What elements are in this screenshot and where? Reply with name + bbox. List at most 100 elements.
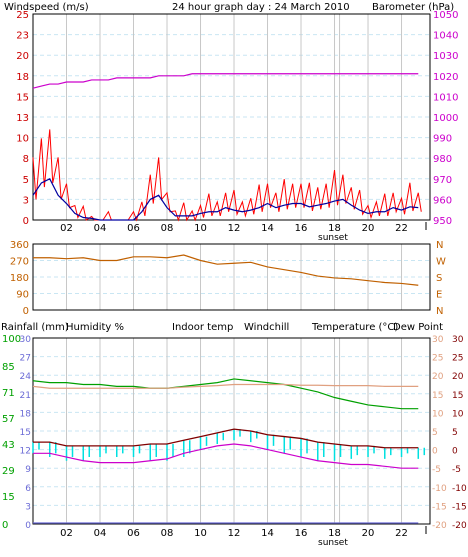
rainfall-tick: 30 [20,335,32,345]
temperature-humidity-panel: 1008571574329150302724211815129630302520… [2,334,467,539]
indoor-tick: 20 [432,372,444,382]
barometer-tick: 1020 [433,72,458,83]
humidity-tick: 15 [2,492,15,503]
rainfall-tick: 21 [20,391,31,401]
barometer-tick: 1040 [433,31,458,42]
barometer-tick: 960 [433,195,452,206]
panel-frame [32,13,431,221]
indoor-tick: 5 [432,428,438,438]
x-tick-label: 04 [94,528,107,539]
x-tick-label: 06 [127,223,140,234]
humidity-tick: 43 [2,440,15,451]
x-tick-label: 10 [194,223,207,234]
x-tick-label: 12 [228,528,241,539]
indoor-tick: 10 [432,409,444,419]
temperature-line [33,428,419,449]
barometer-tick: 990 [433,134,452,145]
windspeed-tick: 3 [23,195,29,206]
windspeed-tick: 15 [16,92,29,103]
indoor-tick: 30 [432,335,444,345]
direction-tick: 90 [16,290,29,301]
indoor-tick: -5 [432,465,441,475]
wind-barometer-panel: 0358101315182023259509609709809901000101… [16,10,458,234]
windspeed-line [32,178,419,221]
compass-tick: N [436,306,443,317]
x-tick-label: 08 [161,528,174,539]
indoor-temp-line [32,383,419,389]
windspeed-tick: 8 [23,154,29,165]
windchill-marks [32,429,426,461]
temperature-tick: 15 [452,391,463,401]
x-tick-label: 18 [328,528,341,539]
windspeed-tick: 20 [16,51,29,62]
x-tick-label: 12 [228,223,241,234]
temperature-tick: -20 [452,521,467,531]
windspeed-tick: 23 [16,31,29,42]
compass-tick: W [436,257,446,268]
indoor-tick: 15 [432,391,443,401]
indoor-tick: 0 [432,447,438,457]
barometer-tick: 1050 [433,10,458,21]
windspeed-tick: 13 [16,113,29,124]
humidity-tick: 29 [2,466,15,477]
x-tick-label: 08 [161,223,174,234]
windspeed-tick: 10 [16,134,29,145]
direction-tick: 0 [23,306,29,317]
direction-tick: 270 [10,257,29,268]
direction-tick: 360 [10,240,29,251]
humidity-tick: 85 [2,362,15,373]
windspeed-gust-line [32,129,422,222]
x-tick-label: 04 [94,223,107,234]
temperature-tick: 30 [452,335,464,345]
panel-frame [32,243,431,311]
x-tick-label: 22 [395,528,408,539]
temperature-tick: -5 [452,465,461,475]
dewpoint-line [33,443,419,469]
temperature-legend: Temperature (°C) [311,322,398,333]
windspeed-tick: 0 [23,216,29,227]
humidity-line [32,378,419,410]
x-tick-label: 16 [295,528,308,539]
rainfall-tick: 9 [25,465,31,475]
humidity-legend: Humidity % [66,322,124,333]
chart-title: 24 hour graph day : 24 March 2010 [172,2,350,13]
temperature-tick: -15 [452,502,467,512]
compass-tick: S [436,273,442,284]
humidity-tick: 0 [2,520,8,531]
temperature-tick: 0 [452,447,458,457]
x-tick-label: 18 [328,223,341,234]
rainfall-tick: 12 [20,447,31,457]
direction-tick: 180 [10,273,29,284]
windspeed-axis-label: Windspeed (m/s) [4,2,89,13]
x-tick-label: 20 [362,528,375,539]
rainfall-tick: 0 [25,521,31,531]
rainfall-tick: 15 [20,428,31,438]
temperature-tick: -10 [452,484,467,494]
x-tick-label: 20 [362,223,375,234]
barometer-tick: 970 [433,175,452,186]
rainfall-tick: 6 [25,484,31,494]
rainfall-tick: 27 [20,354,31,364]
barometer-axis-label: Barometer (hPa) [372,2,454,13]
windspeed-tick: 18 [16,72,29,83]
rainfall-legend: Rainfall (mm) [1,322,69,333]
windspeed-tick: 5 [23,175,29,186]
sunset-label-top: sunset [318,233,348,243]
barometer-tick: 1030 [433,51,458,62]
indoor-tick: 25 [432,354,443,364]
rainfall-tick: 3 [25,502,31,512]
x-tick-label: 02 [60,223,73,234]
barometer-line [32,73,419,89]
barometer-tick: 1000 [433,113,458,124]
temperature-tick: 5 [452,428,458,438]
windchill-legend: Windchill [244,322,289,333]
humidity-tick: 100 [2,334,21,345]
humidity-tick: 57 [2,414,15,425]
x-tick-label: 10 [194,528,207,539]
x-tick-label: 14 [261,528,274,539]
windspeed-tick: 25 [16,10,29,21]
humidity-tick: 71 [2,388,15,399]
